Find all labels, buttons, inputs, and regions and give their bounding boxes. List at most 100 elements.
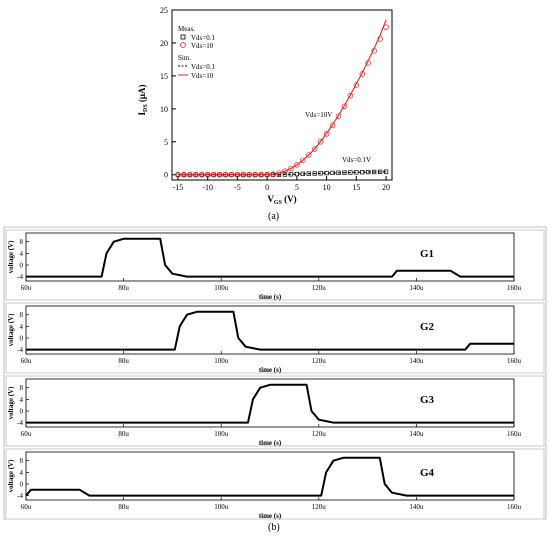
x-tick-label: 5: [295, 183, 299, 192]
voltage-waveform: [26, 237, 514, 278]
y-tick-label: 4: [20, 323, 24, 331]
y-tick-label: 20: [160, 39, 168, 48]
x-tick-label: 15: [352, 183, 360, 192]
panel-frame: [5, 229, 545, 301]
transfer-characteristics-chart: 0 5 10 15 20 25 -15 -10 -5 0 5 10 15 20 IDS (μA) VGS…: [137, 6, 393, 222]
y-tick-label: 0: [20, 262, 24, 270]
meas-vds-10-point: [341, 103, 348, 109]
waveform-panel-g1: 8 4 0 -4 60u 80u 100u 120u 140u 160u voltage (V) ti…: [5, 229, 545, 301]
y-tick-label: 8: [20, 384, 24, 392]
voltage-waveform: [26, 383, 514, 424]
annotation-vds-10v: Vds=10V: [305, 111, 332, 119]
waveform-panel-g3: 8 4 0 -4 60u 80u 100u 120u 140u 160u voltage (V) ti…: [5, 375, 545, 447]
legend-item-meas-10: Vds=10: [191, 42, 214, 50]
legend-item-meas-0.1: Vds=0.1: [191, 34, 215, 42]
x-tick-label: 160u: [507, 503, 522, 511]
gate-label: G2: [420, 321, 435, 333]
y-tick-label: 8: [20, 311, 24, 319]
x-tick-label: 140u: [409, 284, 424, 292]
legend-group-meas: Meas.: [178, 25, 195, 33]
y-tick-label: -4: [17, 273, 23, 281]
y-axis-title: voltage (V): [7, 386, 15, 420]
y-axis-title: voltage (V): [7, 240, 15, 274]
x-tick-label: 80u: [118, 430, 129, 438]
y-axis-title-sub: DS: [143, 104, 149, 112]
x-tick-label: 20: [382, 183, 390, 192]
legend-group-sim: Sim.: [178, 54, 191, 62]
meas-vds-10-point: [347, 92, 354, 99]
panel-frame: [5, 302, 545, 374]
legend-marker-circle: [180, 42, 186, 48]
x-tick-label: 60u: [21, 430, 32, 438]
plot-area: [25, 232, 515, 282]
x-tick-label: 120u: [312, 357, 327, 365]
x-axis-title: time (s): [259, 366, 282, 374]
x-tick-label: 80u: [118, 284, 129, 292]
meas-vds-0.1-point: [342, 170, 347, 175]
x-tick-label: -10: [202, 183, 213, 192]
x-axis-title: VGS (V): [267, 194, 296, 206]
meas-vds-10-point: [282, 168, 288, 174]
x-tick-label: 160u: [507, 357, 522, 365]
plot-area: [25, 451, 515, 501]
y-axis-title: voltage (V): [7, 313, 15, 347]
y-tick-label: 0: [20, 408, 24, 416]
gate-label: G3: [420, 394, 435, 406]
waveform-panels: 8 4 0 -4 60u 80u 100u 120u 140u 160u voltage (V) ti…: [5, 229, 545, 520]
legend-item-sim-10: Vds=10: [191, 72, 214, 80]
y-tick-label: 8: [20, 238, 24, 246]
meas-vds-10-point: [311, 146, 318, 152]
meas-vds-10-point: [323, 131, 330, 137]
panel-label-a: (a): [268, 211, 279, 222]
y-axis-title-unit: (μA): [137, 84, 147, 104]
panel-frame: [5, 375, 545, 447]
plot-area: [25, 378, 515, 428]
x-axis-title: time (s): [259, 512, 282, 520]
meas-vds-10-point: [288, 165, 294, 172]
x-tick-label: 80u: [118, 357, 129, 365]
gate-waveforms-figure: 8 4 0 -4 60u 80u 100u 120u 140u 160u voltage (V) ti…: [3, 226, 547, 533]
legend: Meas. Vds=0.1 Vds=10 Sim. Vds=0.1 Vds=10: [178, 25, 215, 80]
x-tick-label: 80u: [118, 503, 129, 511]
annotation-vds-0.1v: Vds=0.1V: [342, 156, 371, 164]
y-tick-label: 25: [160, 6, 168, 15]
y-axis-ticks: 0 5 10 15 20 25: [160, 6, 176, 180]
x-tick-label: 140u: [409, 430, 424, 438]
x-axis-title-sub: GS: [274, 200, 283, 206]
legend-item-sim-0.1: Vds=0.1: [191, 63, 215, 71]
y-tick-label: 10: [160, 105, 168, 114]
x-tick-label: 100u: [214, 357, 229, 365]
x-tick-label: 60u: [21, 284, 32, 292]
meas-vds-10-point: [329, 122, 336, 129]
legend-marker-square: [180, 34, 186, 40]
x-tick-label: 120u: [312, 284, 327, 292]
x-axis-title-unit: (V): [282, 194, 297, 204]
y-tick-label: 0: [164, 171, 168, 180]
voltage-waveform: [26, 310, 514, 351]
meas-vds-10-point: [317, 139, 324, 145]
y-tick-label: 4: [20, 469, 24, 477]
plot-area: [25, 305, 515, 355]
x-tick-label: -5: [234, 183, 241, 192]
y-tick-label: 15: [160, 72, 168, 81]
x-tick-label: 160u: [507, 284, 522, 292]
x-tick-label: 60u: [21, 357, 32, 365]
waveform-panel-g4: 8 4 0 -4 60u 80u 100u 120u 140u 160u voltage (V) ti…: [5, 448, 545, 520]
y-tick-label: 0: [20, 335, 24, 343]
meas-vds-10-point: [335, 113, 342, 119]
x-tick-label: 160u: [507, 430, 522, 438]
y-axis-title-main: I: [137, 112, 147, 116]
x-tick-label: 60u: [21, 503, 32, 511]
gate-label: G4: [420, 467, 435, 479]
meas-vds-10-point: [300, 157, 306, 163]
y-tick-label: -4: [17, 492, 23, 500]
voltage-waveform: [25, 456, 514, 497]
x-tick-label: 10: [323, 183, 331, 192]
sim-vds-10-line: [177, 19, 387, 176]
plot-a-frame: [171, 9, 393, 181]
y-tick-label: -4: [17, 346, 23, 354]
y-tick-label: 4: [20, 250, 24, 258]
panel-frame: [5, 448, 545, 520]
y-tick-label: -4: [17, 419, 23, 427]
x-tick-label: -15: [173, 183, 184, 192]
